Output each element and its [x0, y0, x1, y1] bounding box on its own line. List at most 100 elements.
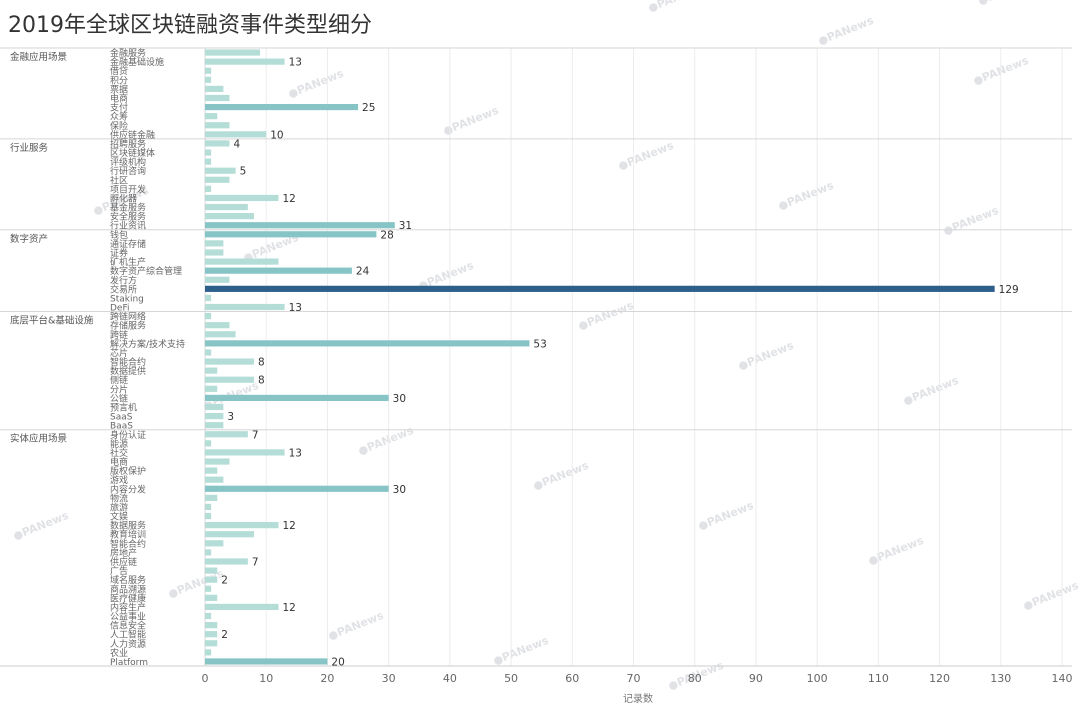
- category-label: BaaS: [110, 422, 133, 432]
- group-label: 行业服务: [10, 142, 49, 154]
- bar: [205, 576, 218, 583]
- category-label: 旅游: [110, 501, 128, 513]
- bar: [205, 331, 236, 338]
- x-tick-label: 40: [443, 672, 457, 685]
- category-label: 物流: [110, 492, 128, 504]
- value-label: 2: [221, 629, 228, 641]
- bar: [205, 113, 218, 120]
- value-label: 129: [999, 284, 1019, 296]
- bar: [205, 49, 261, 56]
- bar: [205, 340, 530, 347]
- category-label: 基金服务: [110, 202, 146, 214]
- value-labels: 13 25 10 4 5 12 31 28 24 129 13 53 8 8 30 3 7 13 30 12 7 2 12 2…: [221, 57, 1018, 669]
- group-label: 底层平台&基础设施: [10, 315, 94, 327]
- watermark-text: ●PANews: [326, 609, 386, 643]
- category-label: 供应链金融: [110, 129, 155, 141]
- group-label: 金融应用场景: [10, 51, 67, 63]
- value-label: 5: [240, 166, 247, 178]
- watermark-text: ●PANews: [356, 424, 416, 458]
- bar: [205, 449, 285, 456]
- value-label: 31: [399, 220, 412, 232]
- category-label: 人力资源: [110, 638, 146, 650]
- category-label: 电商: [110, 92, 128, 104]
- watermark-text: ●PANews: [976, 0, 1036, 8]
- bar: [205, 367, 218, 374]
- value-label: 8: [258, 375, 265, 387]
- category-label: 分片: [110, 383, 128, 395]
- value-label: 7: [252, 429, 259, 441]
- value-label: 30: [393, 484, 406, 496]
- category-label: 能源: [110, 438, 128, 450]
- category-label: 供应链: [110, 556, 137, 568]
- bar: [205, 294, 212, 302]
- category-label: 钱包: [110, 229, 128, 241]
- bar: [205, 276, 230, 283]
- bar: [205, 376, 254, 383]
- bar: [205, 567, 218, 574]
- category-label: 内容分发: [110, 483, 146, 495]
- x-axis-ticks: 0 10 20 30 40 50 60 70 80 90 100 110 120 130 140: [202, 672, 1073, 685]
- category-label: 游戏: [110, 474, 128, 486]
- watermark-text: ●PANews: [286, 67, 346, 101]
- bar: [205, 285, 995, 292]
- value-label: 20: [331, 656, 344, 668]
- category-label: 智能合约: [110, 538, 146, 550]
- bar: [205, 94, 230, 102]
- category-label: 社区: [110, 174, 128, 186]
- bar: [205, 440, 212, 447]
- category-label: 发行方: [110, 274, 137, 286]
- category-label: 积分: [110, 74, 128, 86]
- bar: [205, 558, 248, 565]
- x-tick-label: 50: [504, 672, 518, 685]
- watermark-text: ●PANews: [901, 374, 961, 408]
- x-tick-label: 20: [320, 672, 334, 685]
- category-label: 侧链: [110, 374, 128, 386]
- bar: [205, 85, 224, 92]
- x-axis-title: 记录数: [623, 692, 653, 705]
- value-label: 13: [289, 447, 302, 459]
- bar: [205, 213, 254, 220]
- value-label: 25: [362, 102, 375, 114]
- value-label: 10: [270, 129, 283, 141]
- x-tick-label: 100: [807, 672, 828, 685]
- value-label: 12: [282, 602, 295, 614]
- x-tick-label: 0: [202, 672, 209, 685]
- value-label: 7: [252, 556, 259, 568]
- watermark-text: ●PANews: [531, 459, 591, 493]
- category-label: Platform: [110, 658, 148, 668]
- category-label: 数字资产综合管理: [110, 265, 182, 277]
- category-label: 交易所: [110, 283, 137, 295]
- bar: [205, 231, 377, 238]
- group-label: 实体应用场景: [10, 433, 67, 445]
- watermark-text: ●PANews: [11, 509, 71, 543]
- watermark-text: ●PANews: [576, 299, 636, 333]
- bar: [205, 540, 224, 547]
- category-label: 信息安全: [110, 620, 146, 632]
- category-label: 公链: [110, 392, 128, 404]
- category-label: 行业资讯: [110, 220, 146, 232]
- category-label: 域名服务: [110, 574, 146, 586]
- category-label: 电商: [110, 456, 128, 468]
- category-label: 数据提供: [110, 365, 146, 377]
- bar: [205, 403, 224, 411]
- chart-title: 2019年全球区块链融资事件类型细分: [8, 13, 372, 38]
- value-label: 30: [393, 393, 406, 405]
- bar: [205, 167, 236, 174]
- bar: [205, 422, 224, 429]
- bar: [205, 249, 224, 256]
- category-label: 证券: [110, 247, 128, 259]
- bar: [205, 549, 212, 556]
- category-label: 支付: [110, 102, 128, 114]
- bar: [205, 240, 224, 247]
- bar: [205, 485, 389, 492]
- bar: [205, 658, 328, 665]
- value-label: 12: [282, 193, 295, 205]
- watermark-text: ●PANews: [1021, 579, 1080, 613]
- category-label: 区块链媒体: [110, 147, 155, 159]
- value-label: 8: [258, 357, 265, 369]
- category-label: 公益事业: [110, 611, 146, 623]
- category-label: 农业: [110, 647, 128, 659]
- category-label: 评级机构: [110, 156, 146, 168]
- watermark-text: ●PANews: [816, 14, 876, 48]
- bar: [205, 67, 212, 74]
